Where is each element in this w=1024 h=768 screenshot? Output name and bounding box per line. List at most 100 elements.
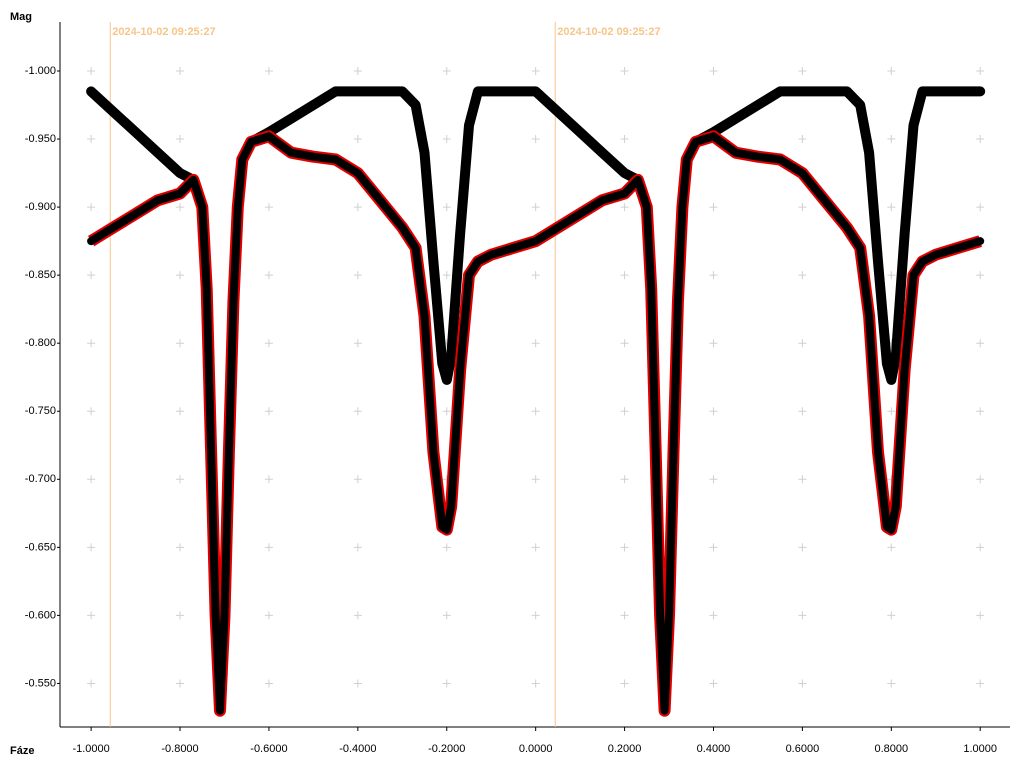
grid-cross — [87, 611, 96, 620]
grid-cross — [442, 135, 451, 144]
annotation-label: 2024-10-02 09:25:27 — [557, 26, 660, 38]
grid-cross — [442, 611, 451, 620]
grid-cross — [887, 611, 896, 620]
x-tick-label: 0.2000 — [608, 743, 642, 755]
grid-cross — [976, 339, 985, 348]
grid-cross — [87, 135, 96, 144]
grid-cross — [264, 339, 273, 348]
grid-cross — [531, 475, 540, 484]
x-axis-label: Fáze — [10, 745, 34, 757]
grid-cross — [887, 543, 896, 552]
grid-cross — [264, 66, 273, 75]
grid-cross — [620, 611, 629, 620]
annotation-label: 2024-10-02 09:25:27 — [112, 26, 215, 38]
grid-cross — [798, 475, 807, 484]
y-tick-label: -0.550 — [25, 677, 56, 689]
y-tick-label: -0.800 — [25, 337, 56, 349]
y-tick-label: -0.900 — [25, 201, 56, 213]
grid-cross — [620, 543, 629, 552]
y-tick-label: -0.600 — [25, 609, 56, 621]
grid-cross — [976, 543, 985, 552]
grid-cross — [353, 339, 362, 348]
grid-cross — [353, 135, 362, 144]
grid-cross — [620, 271, 629, 280]
grid-cross — [798, 339, 807, 348]
grid-cross — [176, 679, 185, 688]
grid-cross — [531, 66, 540, 75]
grid-cross — [442, 407, 451, 416]
y-tick-label: -0.700 — [25, 473, 56, 485]
grid-cross — [442, 203, 451, 212]
grid-cross — [887, 271, 896, 280]
grid-cross — [87, 407, 96, 416]
grid-cross — [442, 66, 451, 75]
grid-cross — [976, 271, 985, 280]
grid-cross — [620, 407, 629, 416]
x-tick-label: 0.8000 — [874, 743, 908, 755]
y-tick-label: -1.000 — [25, 65, 56, 77]
grid-cross — [264, 407, 273, 416]
grid-cross — [709, 339, 718, 348]
grid-cross — [531, 271, 540, 280]
grid-cross — [87, 203, 96, 212]
grid-cross — [87, 543, 96, 552]
y-tick-label: -0.650 — [25, 541, 56, 553]
x-tick-label: -0.8000 — [161, 743, 198, 755]
grid-cross — [798, 271, 807, 280]
grid-cross — [620, 135, 629, 144]
grid-cross — [620, 475, 629, 484]
grid-cross — [887, 679, 896, 688]
series-band — [87, 132, 985, 715]
grid-cross — [176, 543, 185, 552]
grid-cross — [887, 407, 896, 416]
grid-cross — [531, 339, 540, 348]
grid-cross — [531, 135, 540, 144]
grid-cross — [87, 339, 96, 348]
grid-cross — [531, 611, 540, 620]
y-tick-label: -0.850 — [25, 269, 56, 281]
grid-cross — [798, 611, 807, 620]
grid-cross — [264, 203, 273, 212]
y-tick-label: -0.750 — [25, 405, 56, 417]
grid-cross — [976, 611, 985, 620]
grid-cross — [353, 66, 362, 75]
grid-cross — [620, 203, 629, 212]
grid-cross — [620, 339, 629, 348]
y-axis-label: Mag — [10, 11, 32, 23]
grid-cross — [887, 135, 896, 144]
grid-cross — [176, 611, 185, 620]
x-tick-label: 0.6000 — [786, 743, 820, 755]
grid-cross — [264, 475, 273, 484]
grid-cross — [976, 135, 985, 144]
grid-cross — [176, 475, 185, 484]
x-tick-label: -0.2000 — [428, 743, 465, 755]
grid-cross — [798, 203, 807, 212]
grid-cross — [709, 543, 718, 552]
y-tick-label: -0.950 — [25, 133, 56, 145]
grid-cross — [709, 611, 718, 620]
grid-cross — [709, 203, 718, 212]
grid-cross — [976, 475, 985, 484]
grid-cross — [176, 135, 185, 144]
grid-cross — [442, 543, 451, 552]
grid-cross — [353, 611, 362, 620]
grid-cross — [976, 66, 985, 75]
grid-cross — [976, 407, 985, 416]
x-tick-label: 0.4000 — [697, 743, 731, 755]
grid-cross — [176, 271, 185, 280]
grid-cross — [709, 271, 718, 280]
grid-cross — [353, 543, 362, 552]
grid-cross — [87, 679, 96, 688]
grid-cross — [709, 407, 718, 416]
x-tick-label: -1.0000 — [72, 743, 109, 755]
x-tick-label: -0.6000 — [250, 743, 287, 755]
grid-cross — [264, 271, 273, 280]
grid-cross — [264, 611, 273, 620]
grid-cross — [176, 203, 185, 212]
grid-cross — [353, 475, 362, 484]
grid-cross — [798, 66, 807, 75]
grid-cross — [87, 66, 96, 75]
x-tick-label: -0.4000 — [339, 743, 376, 755]
grid-cross — [976, 203, 985, 212]
